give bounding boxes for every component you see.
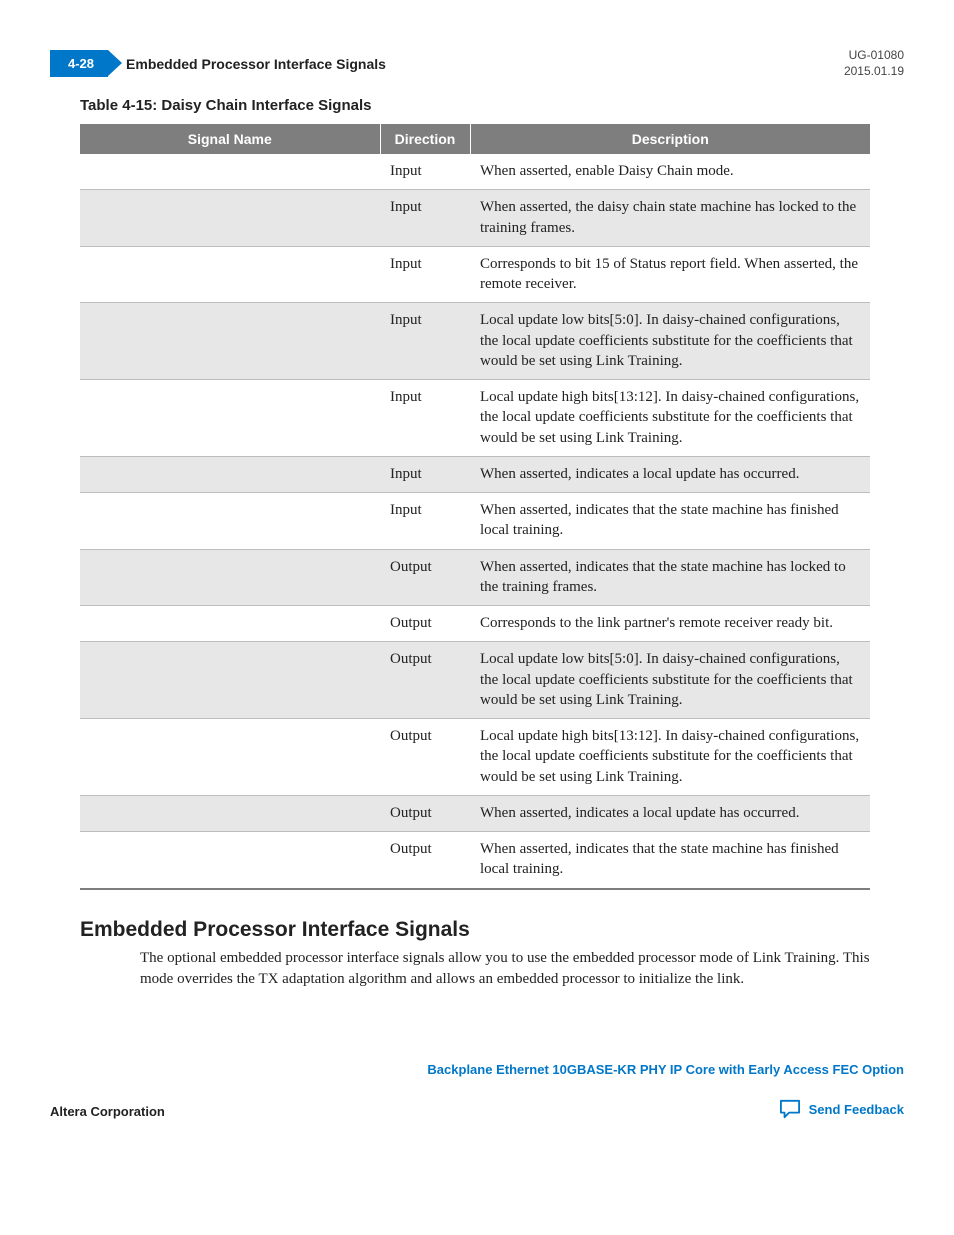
table-row: InputWhen asserted, indicates that the s… xyxy=(80,493,870,550)
footer-doc-link[interactable]: Backplane Ethernet 10GBASE-KR PHY IP Cor… xyxy=(427,1062,904,1077)
cell-signal xyxy=(80,795,380,831)
table-caption: Table 4-15: Daisy Chain Interface Signal… xyxy=(80,97,904,114)
cell-direction: Input xyxy=(380,456,470,492)
cell-direction: Input xyxy=(380,380,470,457)
cell-signal xyxy=(80,380,380,457)
table-row: InputLocal update low bits[5:0]. In dais… xyxy=(80,303,870,380)
table-row: OutputLocal update low bits[5:0]. In dai… xyxy=(80,642,870,719)
cell-description: When asserted, indicates a local update … xyxy=(470,795,870,831)
cell-direction: Output xyxy=(380,795,470,831)
section-paragraph: The optional embedded processor interfac… xyxy=(140,948,874,992)
header-left: 4-28 Embedded Processor Interface Signal… xyxy=(50,50,386,77)
cell-description: Local update high bits[13:12]. In daisy-… xyxy=(470,380,870,457)
cell-description: Local update low bits[5:0]. In daisy-cha… xyxy=(470,303,870,380)
table-row: OutputCorresponds to the link partner's … xyxy=(80,606,870,642)
cell-signal xyxy=(80,493,380,550)
cell-description: When asserted, enable Daisy Chain mode. xyxy=(470,154,870,190)
col-header-description: Description xyxy=(470,124,870,154)
cell-description: Corresponds to the link partner's remote… xyxy=(470,606,870,642)
signal-table: Signal Name Direction Description InputW… xyxy=(80,124,870,890)
footer-company: Altera Corporation xyxy=(50,1104,165,1119)
document-page: 4-28 Embedded Processor Interface Signal… xyxy=(0,0,954,1153)
cell-direction: Input xyxy=(380,493,470,550)
table-row: InputCorresponds to bit 15 of Status rep… xyxy=(80,246,870,303)
cell-direction: Input xyxy=(380,303,470,380)
table-header-row: Signal Name Direction Description xyxy=(80,124,870,154)
cell-direction: Output xyxy=(380,719,470,796)
table-row: OutputWhen asserted, indicates that the … xyxy=(80,832,870,889)
cell-signal xyxy=(80,246,380,303)
cell-signal xyxy=(80,719,380,796)
cell-description: When asserted, indicates that the state … xyxy=(470,549,870,606)
cell-direction: Input xyxy=(380,154,470,190)
cell-direction: Output xyxy=(380,832,470,889)
cell-description: Local update low bits[5:0]. In daisy-cha… xyxy=(470,642,870,719)
footer-right: Backplane Ethernet 10GBASE-KR PHY IP Cor… xyxy=(427,1061,904,1119)
table-row: InputLocal update high bits[13:12]. In d… xyxy=(80,380,870,457)
table-row: InputWhen asserted, indicates a local up… xyxy=(80,456,870,492)
doc-id: UG-01080 xyxy=(844,48,904,64)
table-row: OutputWhen asserted, indicates that the … xyxy=(80,549,870,606)
feedback-icon xyxy=(779,1099,801,1119)
cell-signal xyxy=(80,190,380,247)
cell-direction: Output xyxy=(380,606,470,642)
col-header-signal: Signal Name xyxy=(80,124,380,154)
feedback-link[interactable]: Send Feedback xyxy=(809,1102,904,1117)
page-header: 4-28 Embedded Processor Interface Signal… xyxy=(50,48,904,79)
cell-description: Local update high bits[13:12]. In daisy-… xyxy=(470,719,870,796)
cell-description: When asserted, the daisy chain state mac… xyxy=(470,190,870,247)
cell-description: When asserted, indicates that the state … xyxy=(470,493,870,550)
section-heading: Embedded Processor Interface Signals xyxy=(80,918,904,942)
cell-signal xyxy=(80,154,380,190)
cell-direction: Input xyxy=(380,246,470,303)
header-right: UG-01080 2015.01.19 xyxy=(844,48,904,79)
cell-direction: Output xyxy=(380,549,470,606)
cell-signal xyxy=(80,606,380,642)
table-row: OutputWhen asserted, indicates a local u… xyxy=(80,795,870,831)
page-number-tab: 4-28 xyxy=(50,50,108,77)
page-footer: Altera Corporation Backplane Ethernet 10… xyxy=(50,1061,904,1123)
cell-signal xyxy=(80,642,380,719)
cell-direction: Output xyxy=(380,642,470,719)
doc-date: 2015.01.19 xyxy=(844,64,904,80)
col-header-direction: Direction xyxy=(380,124,470,154)
cell-signal xyxy=(80,303,380,380)
header-title: Embedded Processor Interface Signals xyxy=(126,56,386,72)
table-row: OutputLocal update high bits[13:12]. In … xyxy=(80,719,870,796)
cell-signal xyxy=(80,549,380,606)
cell-direction: Input xyxy=(380,190,470,247)
cell-signal xyxy=(80,832,380,889)
cell-signal xyxy=(80,456,380,492)
cell-description: When asserted, indicates a local update … xyxy=(470,456,870,492)
table-row: InputWhen asserted, enable Daisy Chain m… xyxy=(80,154,870,190)
table-row: InputWhen asserted, the daisy chain stat… xyxy=(80,190,870,247)
cell-description: When asserted, indicates that the state … xyxy=(470,832,870,889)
cell-description: Corresponds to bit 15 of Status report f… xyxy=(470,246,870,303)
feedback-row[interactable]: Send Feedback xyxy=(427,1099,904,1119)
